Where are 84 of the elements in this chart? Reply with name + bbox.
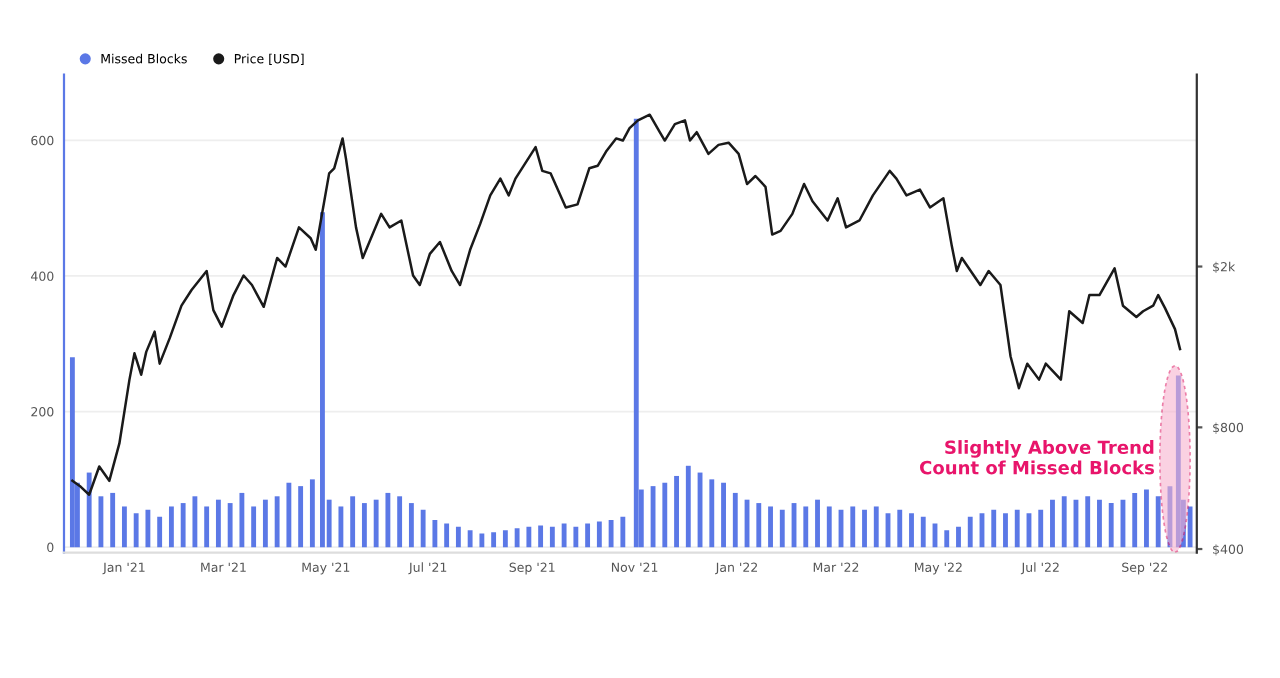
bar — [1108, 503, 1114, 548]
bar — [408, 503, 414, 548]
bar — [286, 482, 292, 548]
bar — [1061, 496, 1067, 548]
bar — [909, 513, 914, 548]
bar — [157, 516, 163, 548]
bar — [526, 526, 532, 548]
bar — [479, 533, 485, 548]
bar — [274, 496, 280, 548]
bar — [608, 520, 614, 548]
bar — [385, 492, 391, 548]
bar — [420, 509, 426, 548]
bar — [502, 530, 508, 548]
bar — [320, 212, 325, 548]
bar — [620, 516, 626, 548]
bar — [373, 499, 379, 548]
bar — [361, 503, 367, 548]
bar — [803, 506, 809, 548]
bar — [662, 482, 668, 548]
bar — [1144, 489, 1149, 548]
bar — [1014, 509, 1020, 548]
bar — [298, 486, 304, 548]
bar — [1155, 496, 1161, 548]
bar — [732, 492, 738, 548]
bar — [967, 516, 973, 548]
bar — [455, 526, 461, 548]
bar — [956, 526, 961, 548]
bar — [674, 475, 679, 548]
bar — [991, 509, 997, 548]
bar — [251, 506, 257, 548]
bar — [768, 506, 773, 548]
bar — [596, 521, 602, 548]
bar — [397, 496, 403, 548]
bar — [1097, 499, 1102, 548]
bar — [826, 506, 832, 548]
bar — [338, 506, 344, 548]
bar — [239, 492, 245, 548]
bar — [86, 472, 92, 548]
bar — [1003, 513, 1008, 548]
bar — [1038, 509, 1044, 548]
bar — [685, 465, 691, 548]
bar — [168, 506, 174, 548]
bar — [538, 525, 544, 548]
bar — [1187, 506, 1193, 548]
bar — [215, 499, 221, 548]
bar — [815, 499, 820, 548]
annotation: Slightly Above Trend Count of Missed Blocks — [920, 440, 1154, 475]
bar — [192, 496, 198, 548]
bar — [944, 530, 950, 548]
bar — [862, 509, 867, 548]
bar — [1132, 492, 1138, 548]
bar — [350, 496, 356, 548]
bar — [779, 509, 785, 548]
bar — [145, 509, 151, 548]
line-series — [71, 113, 1182, 496]
bar — [491, 532, 497, 548]
bar — [1085, 496, 1091, 548]
bar — [262, 499, 268, 548]
bar — [133, 513, 139, 548]
bar — [709, 479, 715, 548]
bar — [897, 509, 903, 548]
bar — [514, 528, 520, 548]
bar — [110, 492, 116, 548]
bar — [1050, 499, 1055, 548]
bar — [561, 523, 567, 548]
bar — [633, 118, 639, 548]
bar — [920, 516, 926, 548]
bar — [549, 526, 555, 548]
bar — [573, 526, 579, 548]
bar — [227, 503, 233, 548]
bar — [585, 523, 591, 548]
bar — [756, 503, 762, 548]
bar — [467, 530, 473, 548]
bar — [98, 496, 104, 548]
bar — [873, 506, 879, 548]
bar — [721, 482, 726, 548]
bar — [69, 357, 75, 548]
bar — [180, 503, 186, 548]
bar — [121, 506, 127, 548]
bar — [309, 479, 315, 548]
bar — [432, 520, 438, 548]
bar — [204, 506, 210, 548]
bar — [444, 523, 450, 548]
bar — [850, 506, 856, 548]
